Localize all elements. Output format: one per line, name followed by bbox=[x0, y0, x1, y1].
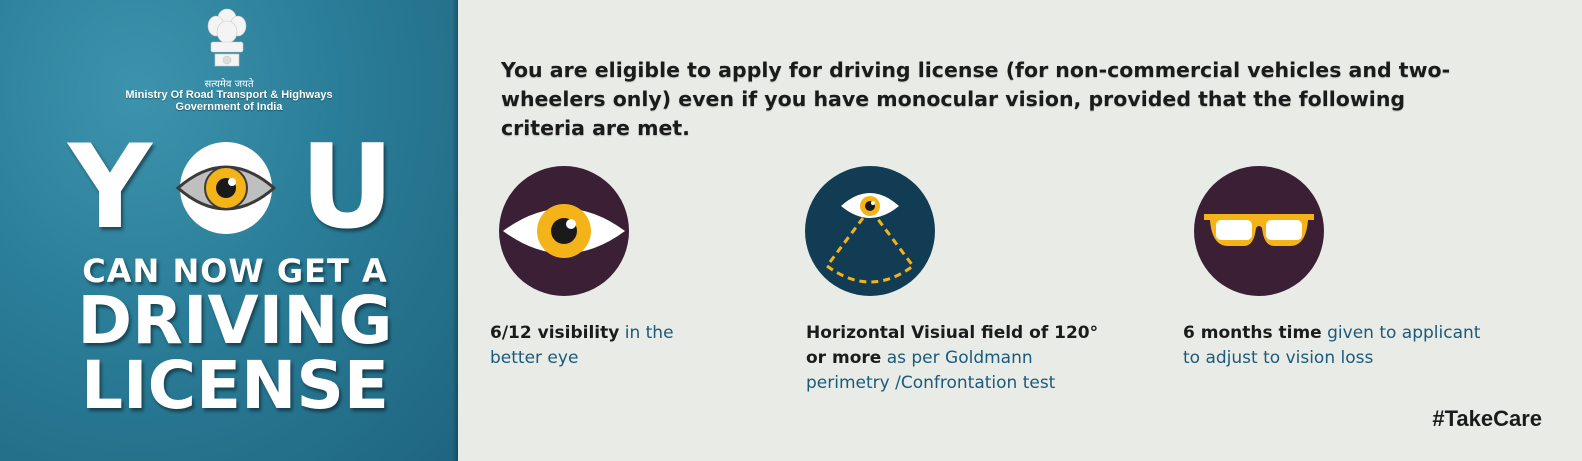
criterion-adjustment-time-text: given to applicant to adjust to vision l… bbox=[1183, 323, 1481, 368]
glasses-circle bbox=[1194, 166, 1324, 296]
hashtag: #TakeCare bbox=[1432, 406, 1542, 431]
government-name: Government of India bbox=[175, 101, 283, 113]
visibility-circle bbox=[499, 166, 629, 296]
title-eye-icon bbox=[175, 142, 277, 234]
title-line-can-now-get-a: CAN NOW GET A bbox=[82, 252, 388, 290]
visual-field-circle bbox=[805, 166, 935, 296]
emblem-motto: सत्यमेव जयते bbox=[204, 79, 254, 90]
title-letter-u: U bbox=[300, 120, 395, 255]
eligibility-headline: You are eligible to apply for driving li… bbox=[501, 58, 1451, 140]
glasses-icon bbox=[1204, 214, 1314, 246]
criterion-visual-field-text: as per Goldmann perimetry /Confrontation… bbox=[806, 348, 1056, 393]
visual-field-icon bbox=[824, 193, 916, 284]
criterion-adjustment-time: 6 months time given to applicant to adju… bbox=[1183, 321, 1483, 371]
criterion-visibility-bold: 6/12 visibility bbox=[490, 323, 620, 343]
eye-icon bbox=[503, 204, 625, 258]
criterion-adjustment-time-bold: 6 months time bbox=[1183, 323, 1322, 343]
criterion-visibility: 6/12 visibility in the better eye bbox=[490, 321, 720, 371]
title-letter-y: Y bbox=[68, 120, 152, 255]
criterion-visual-field-bold: Horizontal Visiual field of 120° or more bbox=[806, 323, 1099, 368]
title-line-driving: DRIVING bbox=[77, 282, 393, 359]
criterion-visual-field: Horizontal Visiual field of 120° or more… bbox=[806, 321, 1106, 396]
criterion-visibility-text: in the better eye bbox=[490, 323, 674, 368]
ministry-name: Ministry Of Road Transport & Highways bbox=[125, 89, 333, 101]
left-panel: सत्यमेव जयते Ministry Of Road Transport … bbox=[0, 0, 458, 461]
national-emblem-icon bbox=[207, 8, 247, 67]
title-line-license: LICENSE bbox=[81, 347, 389, 424]
